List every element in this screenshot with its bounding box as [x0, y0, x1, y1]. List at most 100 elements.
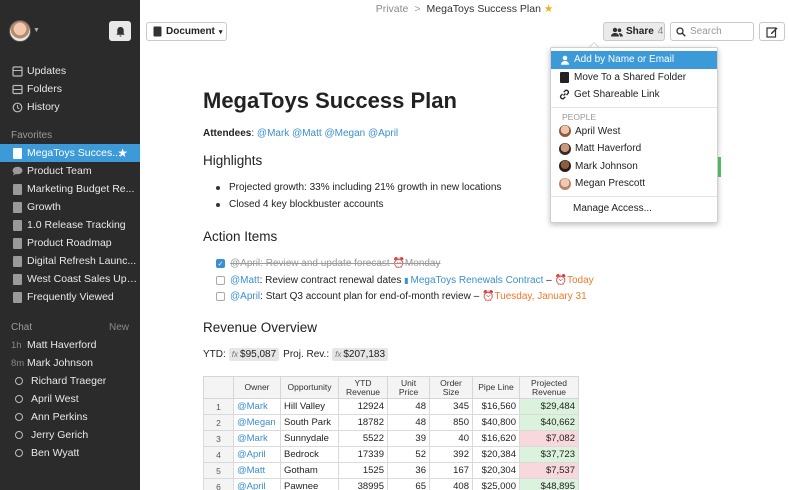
column-header[interactable]: Unit Price — [387, 376, 430, 399]
opportunity-cell[interactable]: Bedrock — [280, 446, 339, 463]
projected-cell[interactable]: $40,662 — [519, 414, 579, 431]
unit-price-cell[interactable]: 48 — [387, 414, 430, 431]
chat-item[interactable]: Ann Perkins — [0, 408, 140, 426]
task-due-date[interactable]: Monday — [404, 258, 441, 269]
mention-link[interactable]: @Matt — [230, 275, 260, 286]
projected-cell[interactable]: $29,484 — [519, 398, 579, 415]
order-size-cell[interactable]: 850 — [429, 414, 473, 431]
sidebar-item-marketing-budget[interactable]: Marketing Budget Re... — [0, 180, 140, 198]
mention-link[interactable]: @April — [367, 128, 399, 139]
star-icon[interactable]: ★ — [543, 3, 554, 15]
task-due-date[interactable]: Today — [566, 275, 594, 286]
page-title[interactable]: MegaToys Success Plan — [203, 88, 457, 113]
sidebar-item-growth[interactable]: Growth — [0, 198, 140, 216]
mention-link[interactable]: @April — [230, 258, 261, 269]
chat-item[interactable]: Richard Traeger — [0, 372, 140, 390]
owner-cell[interactable]: @April — [233, 446, 281, 463]
pipeline-cell[interactable]: $16,560 — [472, 398, 520, 415]
sidebar-item-digital-refresh[interactable]: Digital Refresh Launc... — [0, 252, 140, 270]
share-button[interactable]: Share 4 — [603, 22, 665, 41]
menu-item-manage-access[interactable]: Manage Access... — [551, 200, 717, 218]
column-header[interactable]: YTD Revenue — [338, 376, 388, 399]
column-header[interactable]: Owner — [233, 376, 281, 399]
formula-value[interactable]: fx $207,183 — [332, 348, 389, 361]
breadcrumb-folder[interactable]: Private — [375, 3, 409, 15]
ytd-cell[interactable]: 38995 — [338, 478, 388, 490]
mention-link[interactable]: @Mark — [256, 128, 290, 139]
column-header[interactable]: Opportunity — [280, 376, 339, 399]
unit-price-cell[interactable]: 39 — [387, 430, 430, 447]
pipeline-cell[interactable]: $20,384 — [472, 446, 520, 463]
document-menu-button[interactable]: Document ▾ — [146, 22, 227, 41]
sidebar-item-product-team[interactable]: Product Team — [0, 162, 140, 180]
pipeline-cell[interactable]: $16,620 — [472, 430, 520, 447]
sidebar-item-frequently-viewed[interactable]: Frequently Viewed — [0, 288, 140, 306]
projected-cell[interactable]: $7,082 — [519, 430, 579, 447]
projected-cell[interactable]: $48,895 — [519, 478, 579, 490]
ytd-cell[interactable]: 1525 — [338, 462, 388, 479]
opportunity-cell[interactable]: Hill Valley — [280, 398, 339, 415]
chat-item[interactable]: Jerry Gerich — [0, 426, 140, 444]
task-checkbox[interactable] — [216, 276, 225, 285]
mention-link[interactable]: @April — [230, 291, 261, 302]
projected-cell[interactable]: $37,723 — [519, 446, 579, 463]
user-avatar[interactable] — [9, 20, 31, 42]
person-item-matt-haverford[interactable]: Matt Haverford — [551, 140, 717, 158]
opportunity-cell[interactable]: Pawnee — [280, 478, 339, 490]
order-size-cell[interactable]: 40 — [429, 430, 473, 447]
owner-cell[interactable]: @Mark — [233, 430, 281, 447]
owner-cell[interactable]: @April — [233, 478, 281, 490]
unit-price-cell[interactable]: 65 — [387, 478, 430, 490]
sidebar-item-updates[interactable]: Updates — [0, 62, 140, 80]
mention-link[interactable]: @Megan — [324, 128, 366, 139]
ytd-cell[interactable]: 12924 — [338, 398, 388, 415]
star-icon[interactable]: ★ — [117, 146, 128, 160]
opportunity-cell[interactable]: Sunnydale — [280, 430, 339, 447]
ytd-cell[interactable]: 5522 — [338, 430, 388, 447]
sidebar-item-release-tracking[interactable]: 1.0 Release Tracking — [0, 216, 140, 234]
formula-value[interactable]: fx $95,087 — [228, 348, 280, 361]
menu-item-get-shareable-link[interactable]: Get Shareable Link — [551, 86, 717, 104]
unit-price-cell[interactable]: 48 — [387, 398, 430, 415]
task-checkbox[interactable] — [216, 292, 225, 301]
sidebar-item-history[interactable]: History — [0, 98, 140, 116]
owner-cell[interactable]: @Megan — [233, 414, 281, 431]
notifications-button[interactable] — [109, 21, 131, 41]
search-input[interactable]: Search — [670, 22, 754, 41]
column-header[interactable]: Projected Revenue — [519, 376, 579, 399]
chat-item[interactable]: Ben Wyatt — [0, 444, 140, 462]
opportunity-cell[interactable]: South Park — [280, 414, 339, 431]
opportunity-cell[interactable]: Gotham — [280, 462, 339, 479]
chat-item[interactable]: 1h Matt Haverford — [0, 336, 140, 354]
ytd-cell[interactable]: 18782 — [338, 414, 388, 431]
pipeline-cell[interactable]: $25,000 — [472, 478, 520, 490]
menu-item-move-to-shared-folder[interactable]: Move To a Shared Folder — [551, 69, 717, 87]
column-header[interactable]: Order Size — [429, 376, 473, 399]
sidebar-item-megatoys-success-plan[interactable]: MegaToys Succes... ★ — [0, 144, 140, 162]
unit-price-cell[interactable]: 36 — [387, 462, 430, 479]
ytd-cell[interactable]: 17339 — [338, 446, 388, 463]
doc-link[interactable]: MegaToys Renewals Contract — [410, 275, 544, 286]
order-size-cell[interactable]: 408 — [429, 478, 473, 490]
column-header[interactable]: Pipe Line — [472, 376, 520, 399]
owner-cell[interactable]: @Matt — [233, 462, 281, 479]
person-item-megan-prescott[interactable]: Megan Prescott — [551, 175, 717, 193]
pipeline-cell[interactable]: $40,800 — [472, 414, 520, 431]
chat-item[interactable]: April West — [0, 390, 140, 408]
task-due-date[interactable]: Tuesday, January 31 — [494, 291, 587, 302]
order-size-cell[interactable]: 345 — [429, 398, 473, 415]
new-chat-button[interactable]: New — [108, 321, 129, 333]
owner-cell[interactable]: @Mark — [233, 398, 281, 415]
sidebar-item-product-roadmap[interactable]: Product Roadmap — [0, 234, 140, 252]
order-size-cell[interactable]: 392 — [429, 446, 473, 463]
mention-link[interactable]: @Matt — [292, 128, 322, 139]
menu-item-add-by-name[interactable]: Add by Name or Email — [551, 51, 717, 69]
person-item-mark-johnson[interactable]: Mark Johnson — [551, 158, 717, 176]
chevron-down-icon[interactable]: ▼ — [33, 27, 40, 34]
chat-item[interactable]: 8m Mark Johnson — [0, 354, 140, 372]
unit-price-cell[interactable]: 52 — [387, 446, 430, 463]
sidebar-item-folders[interactable]: Folders — [0, 80, 140, 98]
pipeline-cell[interactable]: $20,304 — [472, 462, 520, 479]
projected-cell[interactable]: $7,537 — [519, 462, 579, 479]
order-size-cell[interactable]: 167 — [429, 462, 473, 479]
